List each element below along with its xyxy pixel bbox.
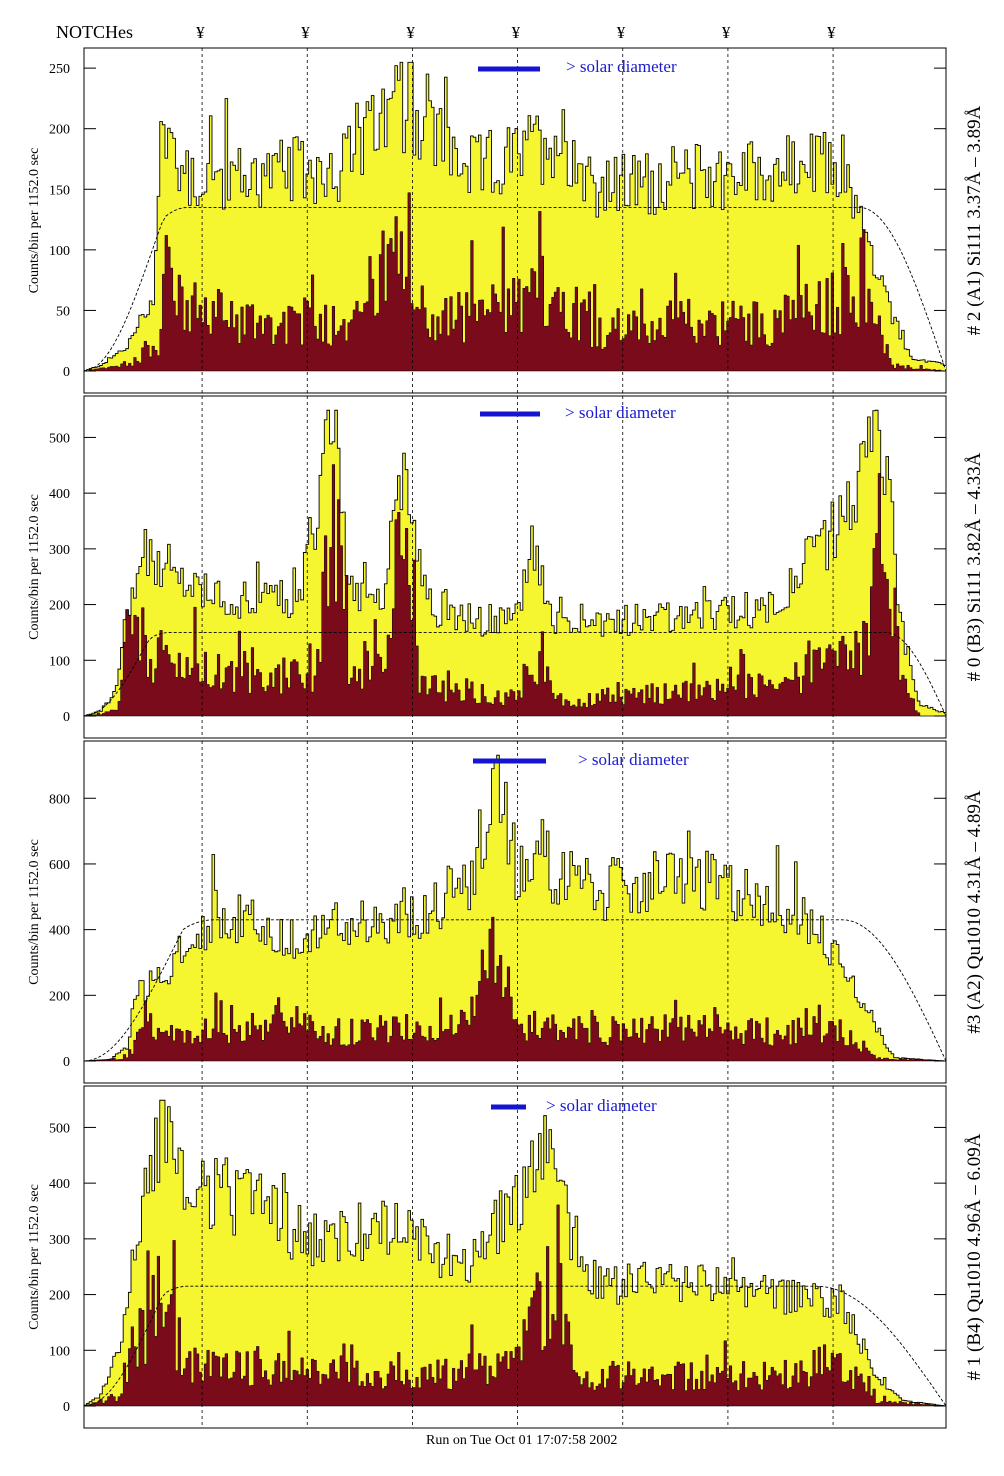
notch-mark-6: ¥: [722, 23, 731, 42]
legend-solar-diameter-label: > solar diameter: [546, 1096, 657, 1115]
y-tick-label: 500: [49, 431, 70, 446]
y-tick-label: 400: [49, 1177, 70, 1192]
panel-3: 0 200 400 600 800 Counts/bin per 1152.0 sec #3…: [27, 740, 985, 1084]
y-tick-label: 200: [49, 1289, 70, 1304]
total-counts-outline: [84, 754, 946, 1062]
y-tick-label: 100: [49, 1344, 70, 1359]
total-counts-histogram: [84, 755, 946, 1061]
legend-solar-diameter-label: > solar diameter: [565, 403, 676, 422]
notch-mark-7: ¥: [827, 23, 836, 42]
total-counts-histogram: [84, 62, 946, 372]
notch-mark-4: ¥: [512, 23, 521, 42]
panel-title: # 2 (A1) Si111 3.37Å – 3.89Å: [964, 105, 985, 335]
component-counts-histogram: [83, 464, 946, 717]
total-counts-histogram: [84, 1100, 946, 1406]
panel-title: # 1 (B4) Qu1010 4.96Å – 6.09Å: [964, 1133, 985, 1380]
y-tick-label: 300: [49, 1233, 70, 1248]
panel-title: # 0 (B3) Si111 3.82Å – 4.33Å: [964, 452, 985, 681]
y-tick-label: 800: [49, 792, 70, 807]
y-tick-label: 250: [49, 62, 70, 77]
panel-1: 0 50 100 150 200 250 Counts/bin per 1152.0 sec…: [27, 47, 985, 394]
y-axis-label: Counts/bin per 1152.0 sec: [27, 839, 42, 985]
component-counts-histogram: [83, 916, 947, 1062]
y-tick-label: 0: [63, 710, 70, 725]
y-axis-label: Counts/bin per 1152.0 sec: [27, 148, 42, 294]
total-counts-outline: [84, 409, 946, 717]
y-tick-label: 200: [49, 599, 70, 614]
y-tick-label: 600: [49, 858, 70, 873]
y-tick-label: 200: [49, 123, 70, 138]
component-counts-histogram: [83, 192, 947, 372]
expected-profile-curve: [83, 206, 947, 372]
y-tick-label: 500: [49, 1121, 70, 1136]
y-tick-label: 400: [49, 487, 70, 502]
notch-mark-2: ¥: [301, 23, 310, 42]
y-tick-label: 0: [63, 365, 70, 380]
notch-mark-1: ¥: [196, 23, 205, 42]
component-counts-histogram: [83, 1204, 947, 1407]
y-tick-label: 0: [63, 1055, 70, 1070]
y-tick-label: 150: [49, 183, 70, 198]
y-tick-label: 400: [49, 924, 70, 939]
y-tick-label: 100: [49, 244, 70, 259]
panel-4: 0 100 200 300 400 500 Counts/bin per 1152.0 se…: [27, 1085, 985, 1429]
y-tick-label: 0: [63, 1400, 70, 1415]
total-counts-outline: [84, 1099, 946, 1407]
notch-mark-3: ¥: [406, 23, 415, 42]
y-axis-label: Counts/bin per 1152.0 sec: [27, 1184, 42, 1330]
notches-title: NOTCHes: [56, 22, 133, 42]
y-tick-label: 100: [49, 654, 70, 669]
expected-profile-curve: [83, 919, 947, 1062]
y-tick-label: 200: [49, 989, 70, 1004]
total-counts-histogram: [84, 410, 946, 716]
panel-2: 0 100 200 300 400 500 Counts/bin per 1152.0 se…: [27, 395, 985, 739]
y-tick-label: 50: [56, 304, 70, 319]
legend-solar-diameter-label: > solar diameter: [566, 57, 677, 76]
panels: 0 50 100 150 200 250 Counts/bin per 1152.0 sec…: [27, 47, 985, 1429]
expected-profile-curve: [83, 631, 947, 717]
panel-title: #3 (A2) Qu1010 4.31Å – 4.89Å: [964, 790, 985, 1034]
notch-marks: ¥ ¥ ¥ ¥ ¥ ¥ ¥: [196, 23, 836, 42]
expected-profile-curve: [83, 1285, 947, 1407]
y-axis-label: Counts/bin per 1152.0 sec: [27, 494, 42, 640]
legend-solar-diameter-label: > solar diameter: [578, 750, 689, 769]
total-counts-outline: [84, 61, 946, 371]
y-tick-label: 300: [49, 543, 70, 558]
notch-mark-5: ¥: [617, 23, 626, 42]
run-timestamp: Run on Tue Oct 01 17:07:58 2002: [426, 1433, 617, 1448]
